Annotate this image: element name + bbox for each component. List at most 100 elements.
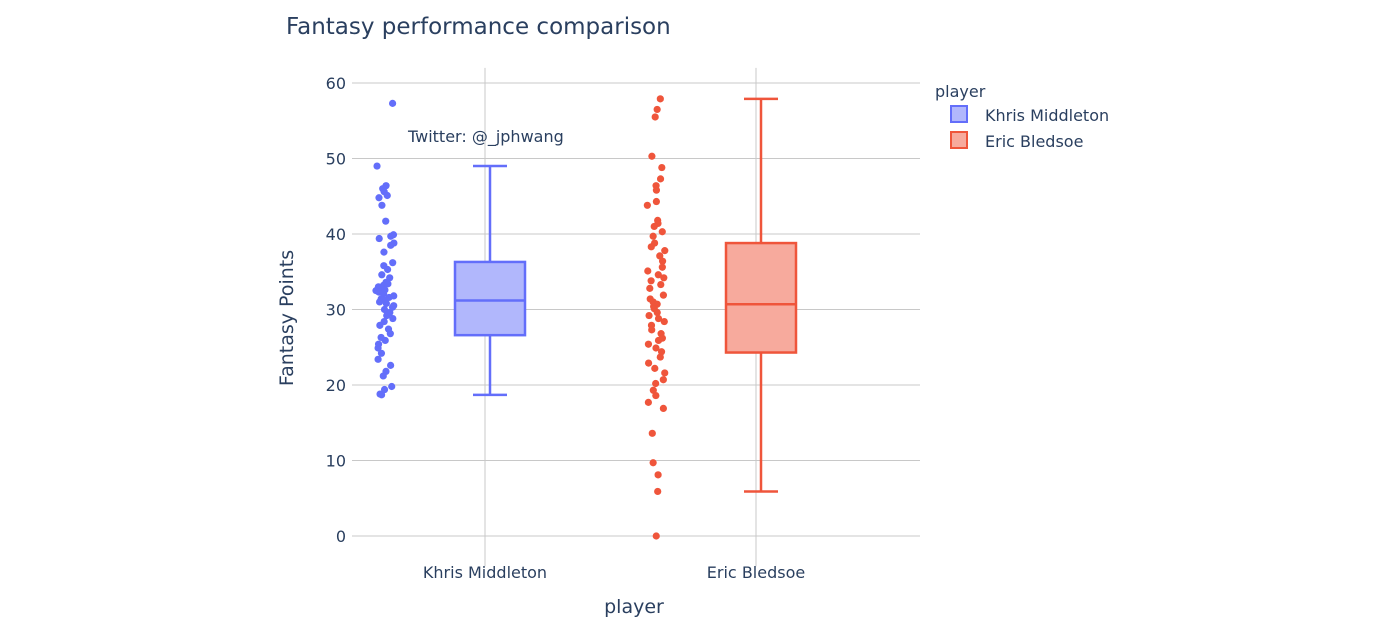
data-point: [387, 232, 395, 240]
data-point: [656, 95, 664, 103]
data-point: [383, 311, 391, 320]
annotation-watermark: Twitter: @_jphwang: [407, 127, 564, 147]
data-point: [651, 364, 659, 372]
data-point: [382, 299, 390, 308]
box-khris-middleton: [453, 164, 527, 397]
iqr-box: [453, 260, 527, 337]
data-point: [374, 355, 382, 363]
data-point: [647, 277, 655, 285]
data-point: [654, 336, 663, 345]
data-point: [653, 308, 661, 317]
data-point: [387, 241, 395, 249]
y-tick-label: 50: [326, 150, 346, 169]
legend-swatch: [950, 105, 968, 123]
data-point: [377, 349, 386, 357]
data-point: [644, 340, 653, 348]
data-point: [387, 361, 395, 369]
data-point: [653, 105, 661, 114]
y-tick-label: 60: [326, 74, 346, 93]
data-point: [652, 391, 660, 400]
data-point: [389, 314, 397, 323]
box-eric-bledsoe: [724, 97, 798, 493]
y-tick-label: 20: [326, 376, 346, 395]
data-point: [659, 291, 668, 299]
data-point: [385, 293, 393, 302]
data-point: [648, 152, 656, 160]
data-point: [375, 194, 383, 202]
data-point: [656, 353, 664, 361]
data-point: [652, 197, 660, 206]
data-point: [644, 267, 652, 275]
legend-label: Khris Middleton: [985, 106, 1109, 125]
data-point: [378, 271, 386, 279]
data-point: [656, 175, 665, 183]
y-axis-title: Fantasy Points: [276, 250, 298, 386]
data-point: [649, 232, 657, 240]
data-points: [372, 95, 669, 540]
data-point: [376, 321, 384, 329]
legend-swatch: [950, 131, 968, 149]
legend-item-khris-middleton[interactable]: Khris Middleton: [950, 105, 1109, 125]
data-point: [661, 369, 669, 377]
data-point: [386, 330, 394, 338]
data-point: [658, 228, 666, 236]
data-point: [375, 234, 383, 243]
data-point: [373, 162, 381, 170]
data-point: [652, 344, 660, 352]
data-point: [658, 163, 666, 172]
data-point: [645, 311, 653, 320]
y-tick-label: 40: [326, 225, 346, 244]
data-point: [374, 344, 382, 352]
data-point: [654, 487, 662, 496]
data-point: [376, 298, 384, 306]
data-point: [647, 243, 655, 251]
data-point: [380, 385, 389, 394]
data-point: [654, 471, 662, 479]
data-point: [388, 382, 396, 391]
data-point: [378, 201, 386, 209]
iqr-box: [724, 241, 798, 354]
data-point: [652, 186, 661, 194]
data-point: [389, 259, 397, 267]
legend-item-eric-bledsoe[interactable]: Eric Bledsoe: [950, 131, 1083, 151]
data-point: [652, 379, 660, 388]
data-point: [644, 398, 652, 406]
data-point: [644, 359, 653, 367]
data-point: [660, 317, 668, 326]
y-axis-ticks: 0 10 20 30 40 50 60: [326, 74, 346, 546]
data-point: [651, 113, 659, 121]
data-point: [643, 201, 651, 209]
legend-title: player: [935, 82, 986, 101]
data-point: [377, 391, 386, 399]
data-point: [660, 274, 668, 282]
data-point: [383, 265, 392, 274]
data-point: [661, 247, 669, 255]
x-axis-ticks: Khris Middleton Eric Bledsoe: [423, 563, 805, 582]
data-point: [388, 303, 397, 311]
y-tick-label: 30: [326, 301, 346, 320]
data-point: [659, 404, 667, 413]
y-tick-label: 10: [326, 452, 346, 471]
data-point: [646, 284, 654, 292]
data-point: [658, 257, 667, 265]
data-point: [380, 248, 388, 256]
x-tick-label: Khris Middleton: [423, 563, 547, 582]
legend: player Khris Middleton Eric Bledsoe: [935, 82, 1109, 151]
data-point: [652, 532, 660, 540]
y-tick-label: 0: [336, 527, 346, 546]
data-point: [650, 222, 658, 231]
data-point: [649, 459, 657, 467]
data-point: [383, 191, 391, 200]
data-point: [656, 252, 664, 260]
x-axis-title: player: [604, 596, 664, 618]
data-point: [388, 99, 397, 107]
data-point: [654, 314, 663, 323]
data-point: [381, 336, 389, 345]
data-point: [654, 271, 662, 279]
data-point: [380, 305, 389, 314]
data-point: [379, 372, 387, 380]
data-point: [659, 376, 667, 384]
data-point: [658, 263, 666, 271]
data-point: [382, 217, 390, 225]
